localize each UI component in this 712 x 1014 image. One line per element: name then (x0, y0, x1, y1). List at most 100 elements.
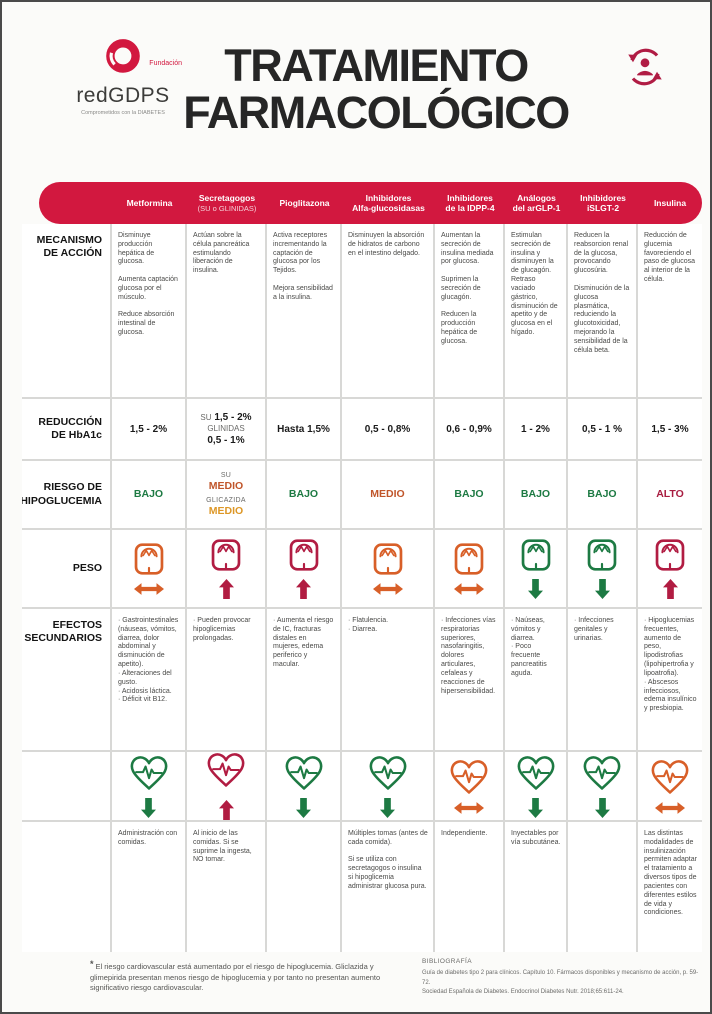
hba1c-cell-secretagogos: SU 1,5 - 2% GLINIDAS 0,5 - 1% (187, 399, 265, 459)
hba1c-cell-pioglitazona: Hasta 1,5% (267, 399, 340, 459)
heart-ecg-icon (207, 753, 245, 787)
administracion-cell-pioglitazona (267, 822, 340, 952)
peso-cell-pioglitazona (267, 530, 340, 607)
heart-ecg-icon (583, 755, 621, 790)
hba1c-cell-idpp4: 0,6 - 0,9% (435, 399, 503, 459)
efectos-cell-insulina: · Hipoglucemias frecuentes, aumento de p… (638, 609, 702, 750)
hipoglucemia-cell-pioglitazona: BAJO (267, 461, 340, 528)
peso-cell-metformina (112, 530, 185, 607)
treatment-table: MECANISMO DE ACCIÓN Disminuye producción… (22, 224, 702, 952)
cardio-cell-pioglitazona (267, 752, 340, 820)
arrow-down-icon (141, 797, 156, 818)
mecanismo-cell-secretagogos: Actúan sobre la célula pancreática estim… (187, 224, 265, 397)
hba1c-cell-metformina: 1,5 - 2% (112, 399, 185, 459)
logo-brand-text: redGDPS (76, 84, 170, 107)
efectos-cell-metformina: · Gastrointestinales (náuseas, vómitos, … (112, 609, 185, 750)
column-header-pioglitazona: Pioglitazona (279, 197, 330, 208)
weight-scale-icon (373, 543, 402, 575)
hipoglucemia-cell-islgt2: BAJO (568, 461, 636, 528)
bibliography: BIBLIOGRAFÍA Guía de diabetes tipo 2 par… (422, 958, 700, 998)
bibliography-line-1: Guía de diabetes tipo 2 para clínicos. C… (422, 970, 699, 986)
mecanismo-cell-alfa-glucosidasas: Disminuyen la absorción de hidratos de c… (342, 224, 433, 397)
hipoglucemia-cell-insulina: ALTO (638, 461, 702, 528)
heart-ecg-icon (450, 759, 488, 794)
weight-scale-icon (454, 543, 484, 575)
column-header-insulina: Insulina (653, 197, 687, 208)
efectos-cell-secretagogos: · Pueden provocar hipoglicemias prolonga… (187, 609, 265, 750)
efectos-cell-arglp1: · Naúseas, vómitos y diarrea. · Poco fre… (505, 609, 566, 750)
administracion-cell-islgt2 (568, 822, 636, 952)
footnote-text: El riesgo cardiovascular está aumentado … (90, 962, 381, 992)
weight-scale-icon (211, 539, 241, 571)
page-title: TRATAMIENTO FARMACOLÓGICO (170, 42, 582, 137)
arrow-down-icon (528, 797, 543, 818)
mecanismo-cell-arglp1: Estimulan secreción de insulina y dismin… (505, 224, 566, 397)
cardio-cell-islgt2 (568, 752, 636, 820)
hba1c-cell-islgt2: 0,5 - 1 % (568, 399, 636, 459)
peso-cell-idpp4 (435, 530, 503, 607)
page-title-line2: FARMACOLÓGICO (183, 87, 570, 139)
arrow-left-right-icon (454, 583, 484, 595)
arrow-left-right-icon (454, 801, 484, 814)
cardio-cell-arglp1 (505, 752, 566, 820)
weight-scale-icon (655, 539, 685, 571)
page-title-line1: TRATAMIENTO (224, 40, 529, 91)
administracion-cell-arglp1: Inyectables por vía subcutánea. (505, 822, 566, 952)
bibliography-line-2: Sociedad Española de Diabetes. Endocrino… (422, 989, 624, 996)
administracion-cell-alfa-glucosidasas: Múltiples tomas (antes de cada comida). … (342, 822, 433, 952)
column-header-metformina: Metformina (126, 197, 173, 208)
mecanismo-cell-idpp4: Aumentan la secreción de insulina mediad… (435, 224, 503, 397)
efectos-cell-idpp4: · Infecciones vías respiratorias superio… (435, 609, 503, 750)
column-header-arglp1: Análogos del arGLP-1 (512, 192, 561, 213)
cardio-footnote-asterisk: * (253, 752, 257, 758)
heart-ecg-icon (517, 755, 554, 790)
peso-cell-arglp1 (505, 530, 566, 607)
hba1c-cell-insulina: 1,5 - 3% (638, 399, 702, 459)
arrow-up-icon (296, 579, 311, 599)
arrow-left-right-icon (133, 583, 164, 595)
arrow-up-icon (662, 579, 678, 599)
footnote-asterisk: * (90, 959, 94, 969)
weight-scale-icon (134, 543, 163, 575)
efectos-cell-pioglitazona: · Aumenta el riesgo de IC, fracturas dis… (267, 609, 340, 750)
column-header-idpp4: Inhibidores de la IDPP-4 (445, 192, 495, 213)
administracion-cell-idpp4: Independiente. (435, 822, 503, 952)
column-header-alfa-glucosidasas: Inhibidores Alfa-glucosidasas (352, 192, 425, 213)
heart-ecg-icon (651, 759, 689, 794)
hba1c-cell-alfa-glucosidasas: 0,5 - 0,8% (342, 399, 433, 459)
mecanismo-cell-metformina: Disminuye producción hepática de glucosa… (112, 224, 185, 397)
bibliography-heading: BIBLIOGRAFÍA (422, 958, 472, 965)
arrow-up-icon (218, 579, 234, 599)
row-label-hba1c: REDUCCIÓN DE HbA1c (22, 399, 110, 459)
row-label-efectos: EFECTOS SECUNDARIOS (22, 609, 110, 750)
hipoglucemia-cell-metformina: BAJO (112, 461, 185, 528)
row-label-cardio-empty (22, 752, 110, 820)
hba1c-cell-arglp1: 1 - 2% (505, 399, 566, 459)
logo-fundacion-text: Fundación (149, 60, 182, 67)
cardio-footnote: * El riesgo cardiovascular está aumentado… (90, 958, 396, 994)
hipoglucemia-cell-alfa-glucosidasas: MEDIO (342, 461, 433, 528)
column-header-islgt2: Inhibidores iSLGT-2 (580, 192, 626, 213)
peso-cell-secretagogos (187, 530, 265, 607)
arrow-up-icon (218, 800, 234, 820)
hipoglucemia-cell-secretagogos: SU MEDIO GLICAZIDA MEDIO (187, 461, 265, 528)
administracion-cell-metformina: Administración con comidas. (112, 822, 185, 952)
cardio-cell-secretagogos: * (187, 752, 265, 820)
column-header-secretagogos: Secretagogos (SU o GLINIDAS) (197, 193, 257, 213)
arrow-down-icon (296, 797, 311, 818)
arrow-left-right-icon (655, 801, 685, 814)
efectos-cell-islgt2: · Infecciones genitales y urinarias. (568, 609, 636, 750)
heart-ecg-icon (369, 755, 406, 790)
peso-cell-islgt2 (568, 530, 636, 607)
arrow-down-icon (528, 579, 543, 599)
weight-scale-icon (587, 539, 617, 571)
redgdps-logo: Fundación redGDPS Comprometidos con la D… (58, 36, 188, 116)
redgdps-ring-icon (106, 39, 140, 73)
efectos-cell-alfa-glucosidasas: · Flatulencia. · Diarrea. (342, 609, 433, 750)
mecanismo-cell-pioglitazona: Activa receptores incrementando la capta… (267, 224, 340, 397)
cardio-cell-insulina (638, 752, 702, 820)
arrow-left-right-icon (372, 583, 403, 595)
heart-ecg-icon (285, 755, 322, 790)
weight-scale-icon (289, 539, 318, 571)
